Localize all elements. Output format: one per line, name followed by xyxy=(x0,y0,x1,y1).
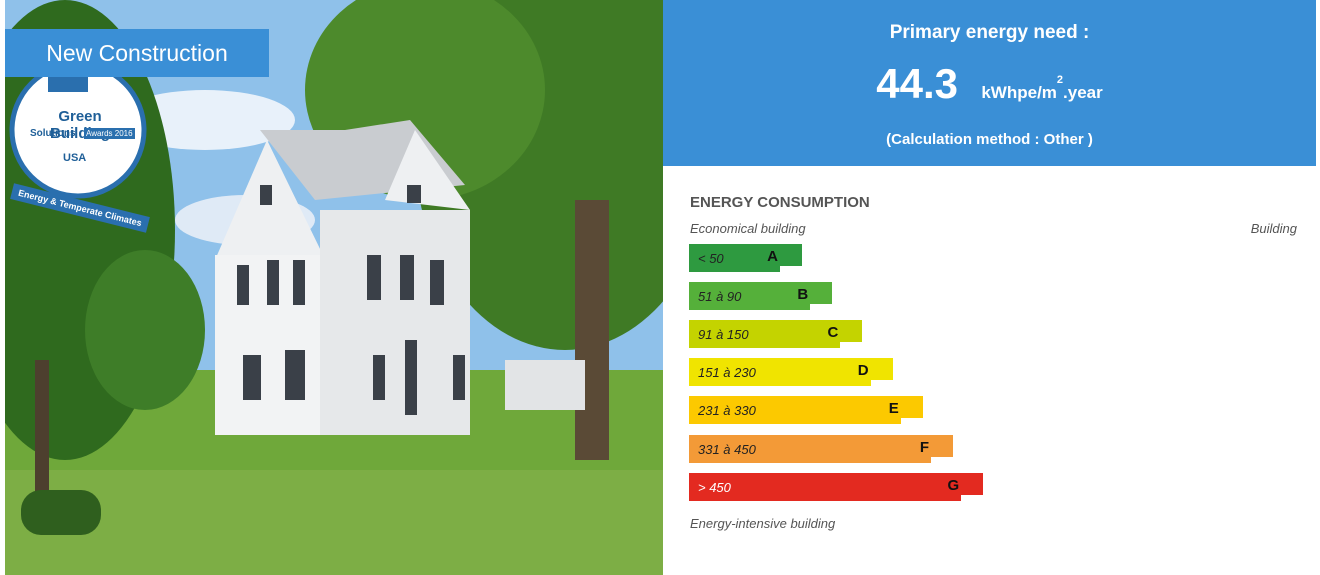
class-letter: B xyxy=(797,286,808,303)
class-letter: C xyxy=(828,324,839,341)
class-range: 231 à 330 xyxy=(698,403,756,418)
scale-top-right: Building xyxy=(1251,221,1297,236)
rating-bar: < 50 A xyxy=(689,244,802,272)
rating-bar: 151 à 230 D xyxy=(689,358,893,386)
unit: kWhpe/m xyxy=(981,83,1057,102)
page: Green Building Solutions Awards 2016 USA… xyxy=(0,0,1320,575)
class-letter: A xyxy=(767,248,778,265)
badge-text: Awards 2016 xyxy=(84,128,135,139)
class-range: < 50 xyxy=(698,251,724,266)
rating-bar: 331 à 450 F xyxy=(689,435,953,463)
house-photo xyxy=(5,0,663,575)
energy-summary: Primary energy need : 44.3 kWhpe/m2.year… xyxy=(663,0,1316,166)
bar-tip xyxy=(838,320,862,342)
rating-bar: 91 à 150 C xyxy=(689,320,862,348)
rating-bar: 231 à 330 E xyxy=(689,396,923,424)
summary-value-row: 44.3 kWhpe/m2.year xyxy=(663,60,1316,108)
class-range: 91 à 150 xyxy=(698,327,749,342)
bar-tip xyxy=(869,358,893,380)
scale-top-left: Economical building xyxy=(690,221,806,236)
class-letter: D xyxy=(858,362,869,379)
bar-tip xyxy=(929,435,953,457)
class-range: 151 à 230 xyxy=(698,365,756,380)
rating-bar: > 450 G xyxy=(689,473,983,501)
summary-title: Primary energy need : xyxy=(663,22,1316,44)
class-range: 51 à 90 xyxy=(698,289,741,304)
class-range: > 450 xyxy=(698,480,731,495)
class-letter: E xyxy=(889,400,899,417)
class-letter: F xyxy=(920,439,929,456)
calc-method: (Calculation method : Other ) xyxy=(663,131,1316,148)
energy-value: 44.3 xyxy=(876,60,958,107)
rating-bar: 51 à 90 B xyxy=(689,282,832,310)
badge-text: Solutions xyxy=(30,128,76,139)
bar-tip xyxy=(959,473,983,495)
construction-label: New Construction xyxy=(5,29,269,77)
bar-tip xyxy=(808,282,832,304)
scale-title: ENERGY CONSUMPTION xyxy=(690,194,870,211)
scale-bottom: Energy-intensive building xyxy=(690,516,835,531)
class-range: 331 à 450 xyxy=(698,442,756,457)
class-letter: G xyxy=(948,477,960,494)
badge-text: USA xyxy=(63,152,86,164)
bar-tip xyxy=(778,244,802,266)
bar-tip xyxy=(899,396,923,418)
unit-suffix: .year xyxy=(1063,83,1103,102)
